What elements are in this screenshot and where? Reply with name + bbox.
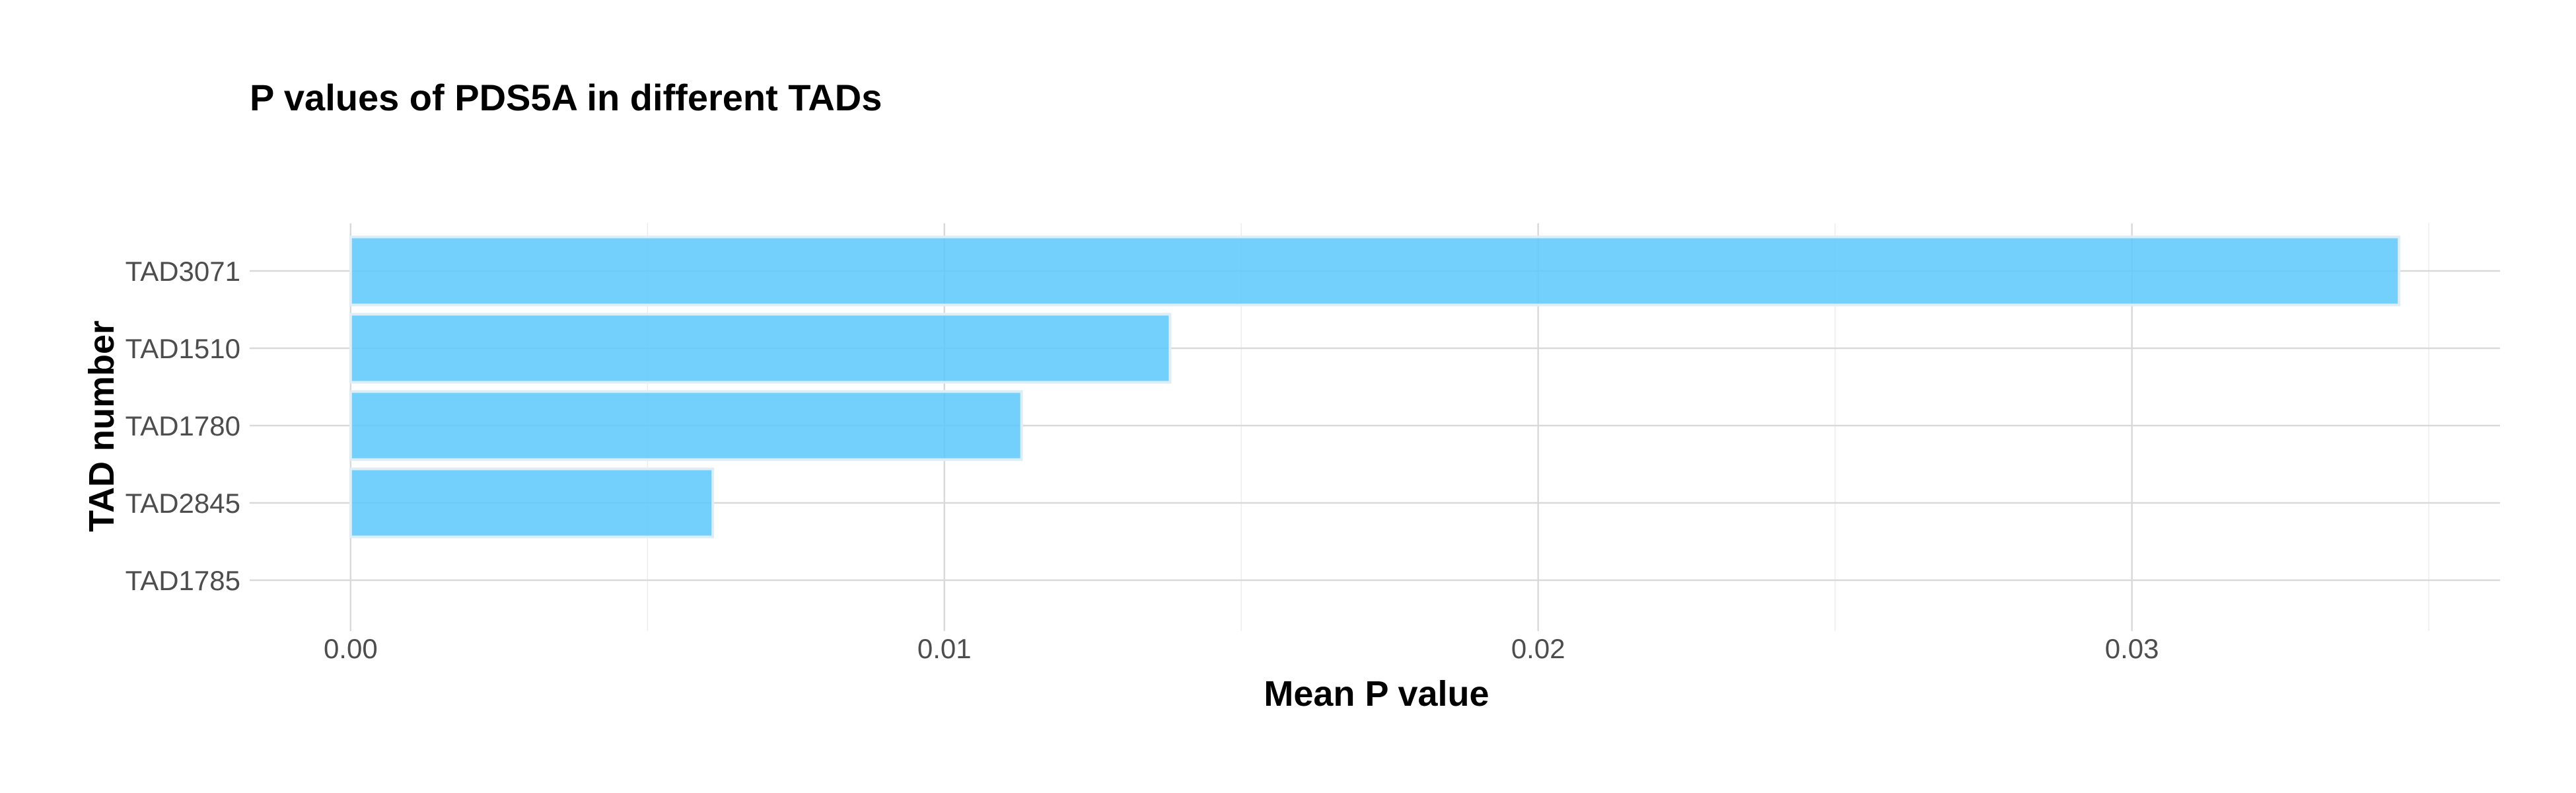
bar-TAD3071 <box>349 235 2401 307</box>
chart-title: P values of PDS5A in different TADs <box>250 77 882 118</box>
x-tick-label-0: 0.00 <box>324 633 378 664</box>
bar-TAD1780 <box>349 390 1023 461</box>
y-tick-label-TAD3071: TAD3071 <box>125 256 240 287</box>
y-tick-labels: TAD3071 TAD1510 TAD1780 TAD2845 TAD1785 <box>125 256 240 596</box>
y-tick-label-TAD1785: TAD1785 <box>125 565 240 596</box>
x-tick-label-3: 0.03 <box>2105 633 2159 664</box>
x-tick-labels: 0.00 0.01 0.02 0.03 <box>324 633 2159 664</box>
x-tick-label-2: 0.02 <box>1511 633 1565 664</box>
bars <box>349 235 2401 539</box>
x-tick-label-1: 0.01 <box>917 633 972 664</box>
bar-TAD2845 <box>349 467 715 539</box>
y-tick-label-TAD2845: TAD2845 <box>125 488 240 519</box>
y-tick-label-TAD1780: TAD1780 <box>125 410 240 441</box>
x-axis-title: Mean P value <box>1264 674 1489 714</box>
bar-TAD1510 <box>349 313 1172 384</box>
y-tick-label-TAD1510: TAD1510 <box>125 333 240 364</box>
y-axis-title: TAD number <box>82 321 122 532</box>
